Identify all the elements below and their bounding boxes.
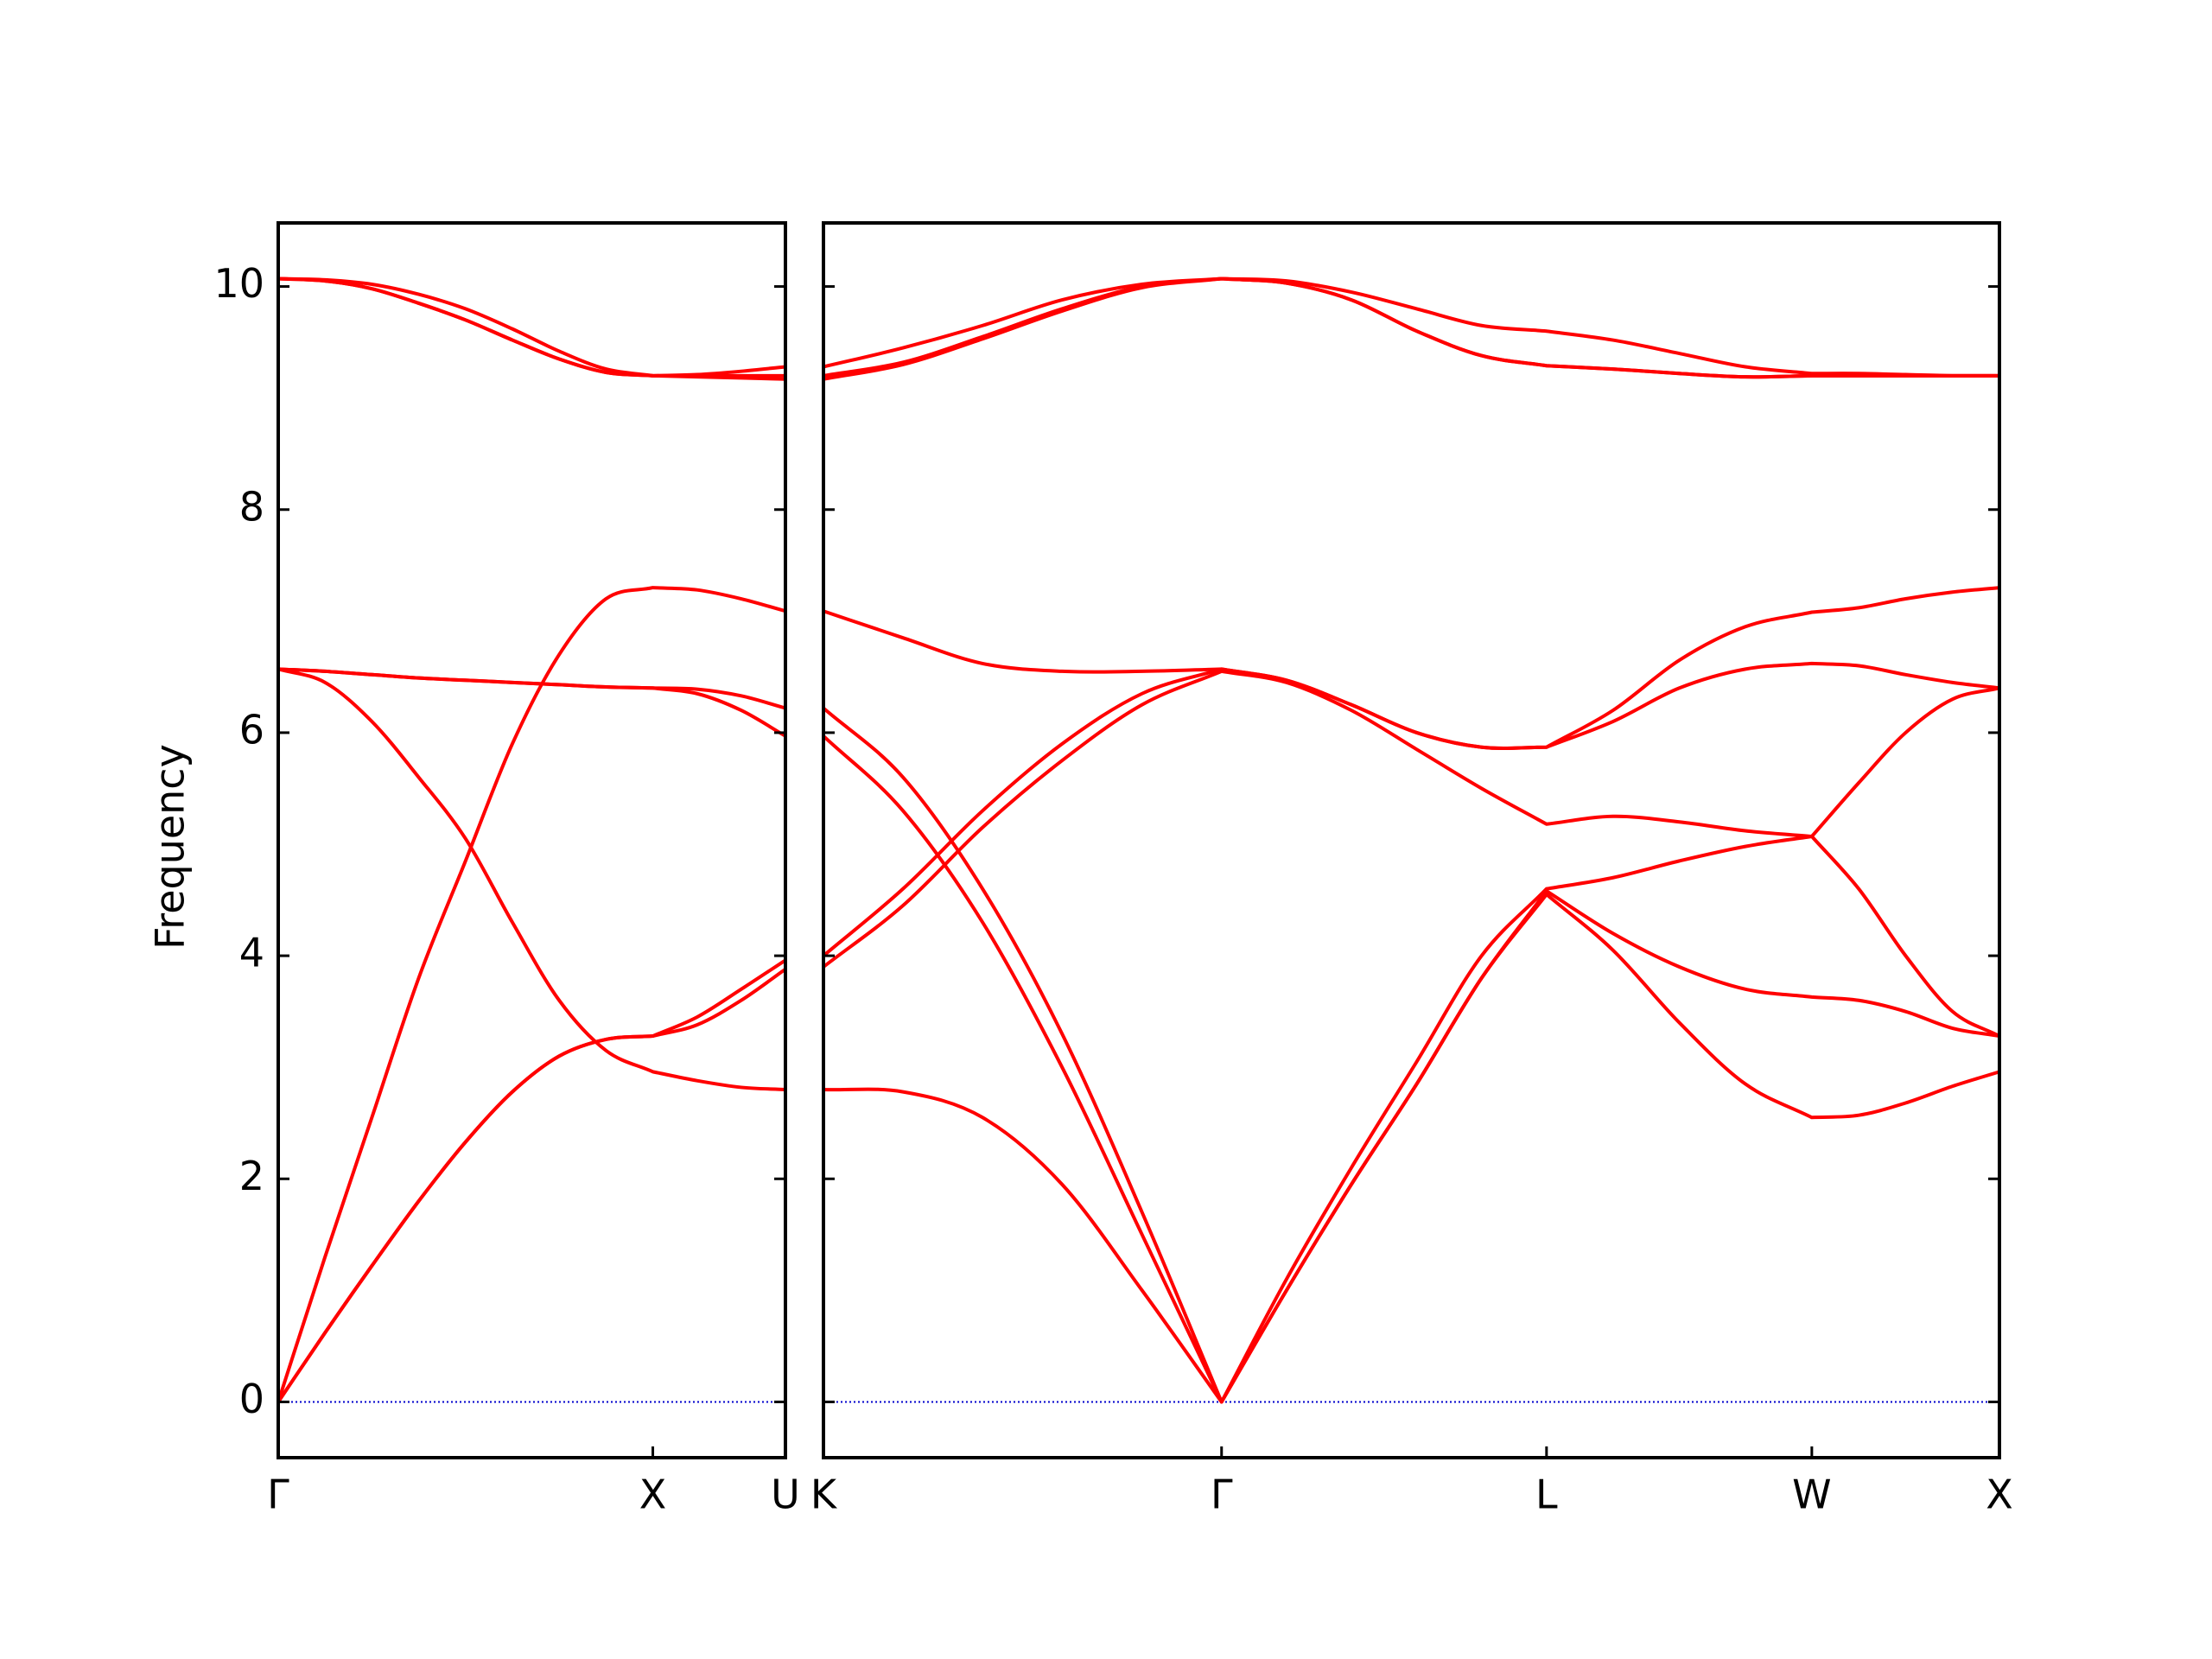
x-tick-label: X <box>639 1471 667 1518</box>
band-line <box>822 707 2000 1404</box>
band-line <box>276 586 786 1403</box>
x-tick-label: K <box>810 1471 838 1518</box>
band-line <box>277 276 786 378</box>
plot-frame <box>822 221 2001 1459</box>
band-line <box>822 661 2000 957</box>
band-line <box>276 967 787 1403</box>
y-tick-label: 4 <box>239 930 264 976</box>
x-tick-label: U <box>771 1471 800 1518</box>
x-tick-label: L <box>1535 1471 1558 1518</box>
y-tick-label: 0 <box>239 1376 264 1422</box>
band-line <box>823 586 2000 750</box>
band-line <box>277 276 785 378</box>
band-line <box>277 276 786 381</box>
y-axis-label: Frequency <box>147 744 194 950</box>
band-line <box>823 276 2000 378</box>
band-line <box>276 958 787 1403</box>
band-line <box>823 276 1999 381</box>
band-line <box>822 669 2000 969</box>
band-line <box>822 734 2000 1404</box>
plot-frame <box>276 221 787 1459</box>
x-tick-label: Γ <box>267 1471 289 1518</box>
x-tick-label: X <box>1986 1471 2013 1518</box>
x-tick-label: Γ <box>1211 1471 1233 1518</box>
band-line <box>823 893 2000 1404</box>
y-tick-label: 10 <box>213 260 264 307</box>
x-tick-label: W <box>1792 1471 1831 1518</box>
y-tick-label: 2 <box>239 1153 264 1199</box>
y-tick-label: 8 <box>239 483 264 530</box>
y-tick-label: 6 <box>239 706 264 753</box>
band-line <box>277 667 787 738</box>
band-line <box>277 667 786 1092</box>
